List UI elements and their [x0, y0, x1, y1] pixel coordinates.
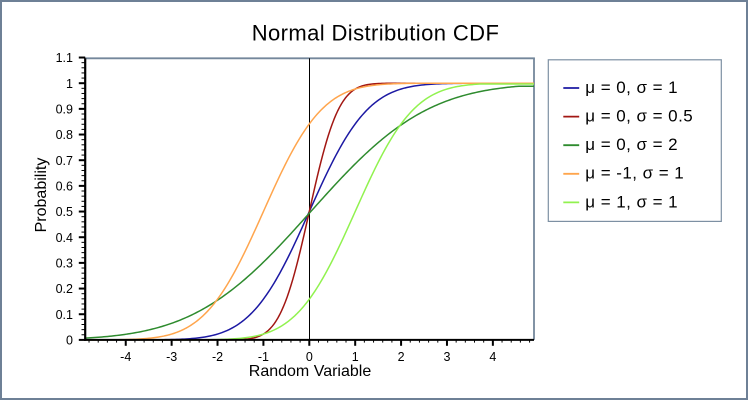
svg-text:0.6: 0.6 [56, 179, 73, 193]
svg-text:2: 2 [398, 350, 405, 364]
svg-text:3: 3 [443, 350, 450, 364]
svg-text:0.7: 0.7 [56, 154, 73, 168]
svg-text:0: 0 [306, 350, 313, 364]
svg-text:0.8: 0.8 [56, 128, 73, 142]
svg-text:Probability: Probability [33, 158, 50, 233]
svg-text:0: 0 [66, 333, 73, 347]
svg-text:1.1: 1.1 [56, 51, 73, 65]
svg-text:-2: -2 [212, 350, 223, 364]
svg-text:0.4: 0.4 [56, 231, 73, 245]
svg-text:-3: -3 [166, 350, 177, 364]
svg-text:-4: -4 [120, 350, 131, 364]
svg-text:Normal Distribution CDF: Normal Distribution CDF [252, 20, 500, 45]
svg-text:0.3: 0.3 [56, 256, 73, 270]
svg-text:μ = 0, σ = 0.5: μ = 0, σ = 0.5 [585, 107, 693, 126]
svg-text:μ = 1, σ = 1: μ = 1, σ = 1 [585, 192, 678, 211]
svg-text:Random Variable: Random Variable [249, 363, 372, 380]
svg-text:0.2: 0.2 [56, 282, 73, 296]
svg-text:0.1: 0.1 [56, 308, 73, 322]
svg-text:1: 1 [66, 77, 73, 91]
svg-text:μ = -1, σ = 1: μ = -1, σ = 1 [585, 164, 684, 183]
svg-text:0.9: 0.9 [56, 102, 73, 116]
svg-text:4: 4 [489, 350, 496, 364]
svg-text:μ = 0, σ = 1: μ = 0, σ = 1 [585, 78, 678, 97]
svg-text:-1: -1 [258, 350, 269, 364]
svg-text:0.5: 0.5 [56, 205, 73, 219]
svg-text:1: 1 [352, 350, 359, 364]
svg-text:μ = 0, σ = 2: μ = 0, σ = 2 [585, 135, 678, 154]
